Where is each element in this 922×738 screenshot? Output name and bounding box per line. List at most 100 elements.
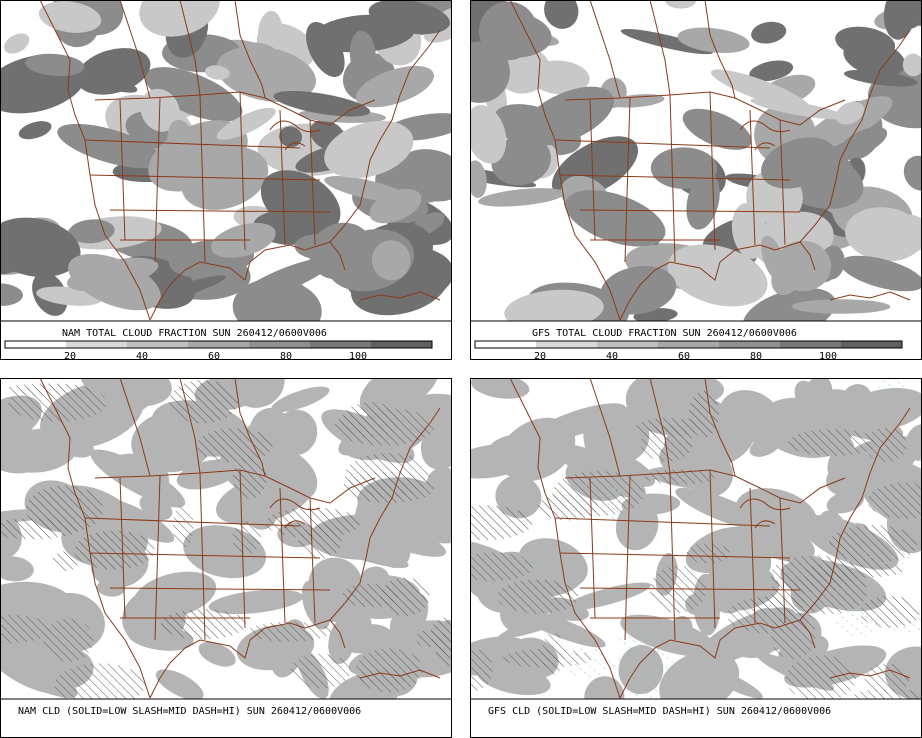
colorbar-segment — [719, 341, 780, 348]
cloud-area — [650, 147, 718, 189]
mid-cloud — [785, 655, 857, 699]
cloud-area — [144, 67, 243, 122]
mid-cloud — [770, 555, 860, 593]
cloud-area — [406, 494, 451, 544]
cloud-area — [1, 556, 34, 582]
cloud-area — [584, 676, 625, 699]
cloud-area — [840, 255, 921, 292]
map-panel: GFS CLD (SOLID=LOW SLASH=MID DASH=HI) SU… — [470, 378, 922, 738]
cloud-area — [257, 10, 283, 54]
cloud-area — [471, 160, 487, 198]
cloud-area — [478, 188, 566, 207]
cloud-area — [595, 407, 625, 420]
cloud-area — [18, 121, 52, 140]
high-cloud — [874, 379, 907, 395]
cloud-area — [667, 244, 768, 307]
boundary-line — [119, 379, 151, 477]
colorbar-segment — [841, 341, 902, 348]
cloud-area — [271, 386, 330, 413]
boundary-line — [39, 1, 151, 321]
mid-cloud — [865, 427, 907, 462]
cloud-area — [671, 616, 693, 637]
high-cloud — [577, 479, 638, 498]
high-cloud — [510, 554, 574, 575]
boundary-line — [149, 241, 346, 321]
cloud-area — [155, 669, 204, 699]
cloud-area — [771, 257, 803, 296]
cloud-area — [198, 641, 236, 667]
mid-cloud — [355, 648, 423, 693]
colorbar-segment — [188, 341, 249, 348]
boundary-line — [799, 407, 911, 621]
map-panel: GFS TOTAL CLOUD FRACTION SUN 260412/0600… — [470, 0, 922, 362]
mid-cloud — [54, 663, 145, 699]
mid-cloud — [4, 383, 94, 396]
boundary-line — [234, 379, 266, 477]
colorbar-segment — [658, 341, 719, 348]
cloud-area — [675, 487, 771, 532]
boundary-line — [94, 469, 376, 504]
boundary-line — [119, 91, 316, 263]
mid-cloud — [290, 653, 351, 689]
cloud-area — [844, 69, 918, 87]
boundary-line — [359, 291, 441, 301]
boundary-line — [94, 91, 376, 126]
boundary-line — [234, 1, 266, 99]
high-cloud — [614, 628, 679, 654]
cloud-area — [840, 126, 888, 157]
cloud-area — [504, 289, 604, 321]
panel-title: GFS CLD (SOLID=LOW SLASH=MID DASH=HI) SU… — [488, 706, 831, 717]
cloud-area — [208, 589, 303, 615]
boundary-line — [269, 498, 321, 529]
cloud-area — [2, 428, 79, 473]
boundary-line — [554, 517, 801, 619]
mid-cloud — [770, 611, 816, 660]
high-cloud — [888, 616, 921, 634]
mid-cloud — [649, 565, 707, 614]
colorbar-segment — [780, 341, 841, 348]
boundary-line — [269, 120, 321, 151]
cloud-area — [710, 69, 810, 111]
cloud-area — [349, 30, 376, 79]
colorbar-label: 20 — [534, 351, 546, 362]
boundary-line — [329, 29, 441, 243]
mid-cloud — [334, 407, 435, 446]
mid-cloud — [864, 663, 910, 694]
mid-cloud — [497, 579, 579, 614]
map-area — [471, 1, 921, 321]
panel-title: GFS TOTAL CLOUD FRACTION SUN 260412/0600… — [532, 328, 797, 339]
boundary-line — [619, 619, 816, 699]
boundary-line — [84, 517, 331, 619]
cloud-area — [309, 222, 373, 280]
boundary-line — [589, 379, 621, 477]
panel-title: NAM CLD (SOLID=LOW SLASH=MID DASH=HI) SU… — [18, 706, 361, 717]
boundary-line — [179, 1, 201, 96]
mid-cloud — [686, 543, 730, 564]
cloud-area — [697, 663, 763, 699]
boundary-line — [739, 120, 791, 151]
cloud-area — [600, 265, 677, 315]
boundary-line — [829, 291, 911, 301]
mid-cloud — [854, 688, 921, 699]
colorbar-segment — [249, 341, 310, 348]
cloud-area — [369, 188, 422, 224]
cloud-area — [471, 444, 532, 479]
colorbar-segment — [66, 341, 127, 348]
panel-title: NAM TOTAL CLOUD FRACTION SUN 260412/0600… — [62, 328, 327, 339]
boundary-line — [739, 498, 791, 529]
colorbar-segment — [127, 341, 188, 348]
mid-cloud — [160, 609, 247, 640]
high-cloud — [841, 469, 879, 499]
cloud-area — [68, 219, 115, 244]
cloud-area — [131, 410, 215, 473]
cloud-area — [359, 379, 439, 416]
cloud-area — [68, 253, 161, 311]
cloud-area — [835, 26, 896, 59]
boundary-line — [509, 379, 621, 699]
colorbar-label: 60 — [208, 351, 220, 362]
colorbar-label: 80 — [750, 351, 762, 362]
high-cloud — [612, 648, 682, 679]
cloud-area — [324, 120, 414, 179]
boundary-line — [564, 91, 846, 126]
